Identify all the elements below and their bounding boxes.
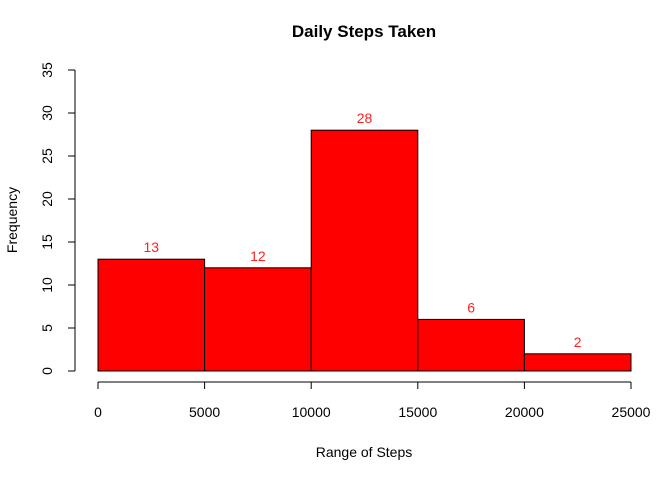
histogram-bar: [523, 353, 632, 372]
bar-value-label: 28: [357, 110, 373, 126]
x-tick-label: 5000: [189, 404, 220, 420]
y-tick-label: 15: [39, 234, 55, 250]
bar-value-label: 2: [574, 334, 582, 350]
y-tick-label: 10: [39, 277, 55, 293]
histogram-bar: [97, 258, 206, 372]
chart-title: Daily Steps Taken: [292, 22, 436, 41]
y-axis: 0 5 10 15 20 25 30 35: [39, 62, 76, 375]
y-tick-label: 30: [39, 105, 55, 121]
histogram-bar: [204, 267, 312, 372]
y-tick-label: 5: [39, 324, 55, 332]
x-tick-label: 0: [94, 404, 102, 420]
y-tick-label: 20: [39, 191, 55, 207]
data-labels-group: 13 12 28 6 2: [144, 110, 582, 350]
x-axis: 0 5000 10000 15000 20000 25000: [94, 381, 651, 420]
x-tick-label: 25000: [612, 404, 651, 420]
bar-value-label: 12: [250, 248, 266, 264]
x-tick-label: 20000: [505, 404, 544, 420]
histogram-bar: [310, 129, 419, 372]
y-tick-label: 35: [39, 62, 55, 78]
x-tick-label: 15000: [398, 404, 437, 420]
x-tick-label: 10000: [292, 404, 331, 420]
bars-group: [97, 129, 632, 372]
bar-value-label: 6: [467, 299, 475, 315]
x-axis-title: Range of Steps: [316, 444, 413, 460]
y-tick-label: 25: [39, 148, 55, 164]
y-axis-title: Frequency: [4, 187, 20, 253]
histogram-bar: [417, 318, 525, 372]
y-tick-label: 0: [39, 367, 55, 375]
bar-value-label: 13: [144, 239, 160, 255]
